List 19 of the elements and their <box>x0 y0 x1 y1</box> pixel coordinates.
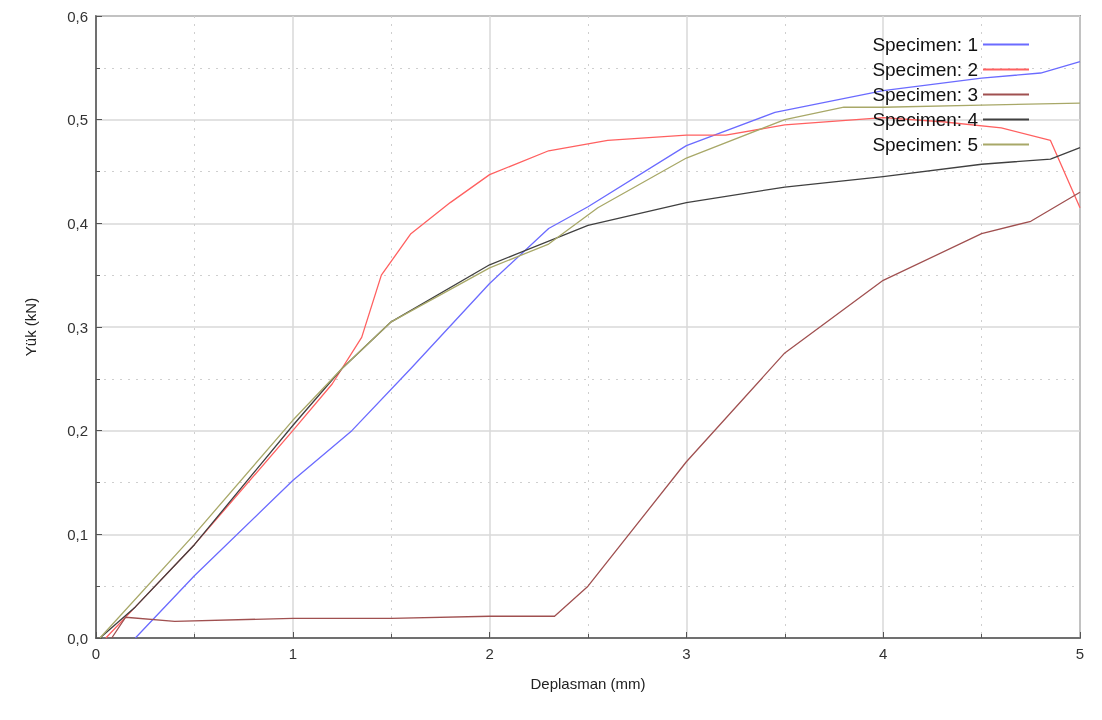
x-tick-label: 5 <box>1075 645 1085 662</box>
x-tick-label: 4 <box>879 645 888 662</box>
y-axis-title: Yük (kN) <box>22 297 39 357</box>
y-tick-label: 0,2 <box>67 422 88 440</box>
y-tick-label: 0,3 <box>67 318 88 336</box>
x-tick-label: 0 <box>91 645 101 662</box>
y-tick-label: 0,6 <box>67 7 88 25</box>
y-tick-label: 0,1 <box>67 525 88 543</box>
x-tick-label: 2 <box>485 645 494 662</box>
y-tick-label: 0,4 <box>67 214 88 232</box>
y-tick-label: 0,0 <box>67 629 88 647</box>
x-tick-label: 1 <box>288 645 297 662</box>
legend-label: Specimen: 3 <box>872 84 978 105</box>
x-axis-title: Deplasman (mm) <box>530 675 646 692</box>
y-tick-label: 0,5 <box>67 111 88 129</box>
legend-label: Specimen: 5 <box>872 134 978 155</box>
legend-label: Specimen: 2 <box>872 59 978 80</box>
legend-label: Specimen: 1 <box>872 34 978 55</box>
x-tick-label: 3 <box>682 645 691 662</box>
